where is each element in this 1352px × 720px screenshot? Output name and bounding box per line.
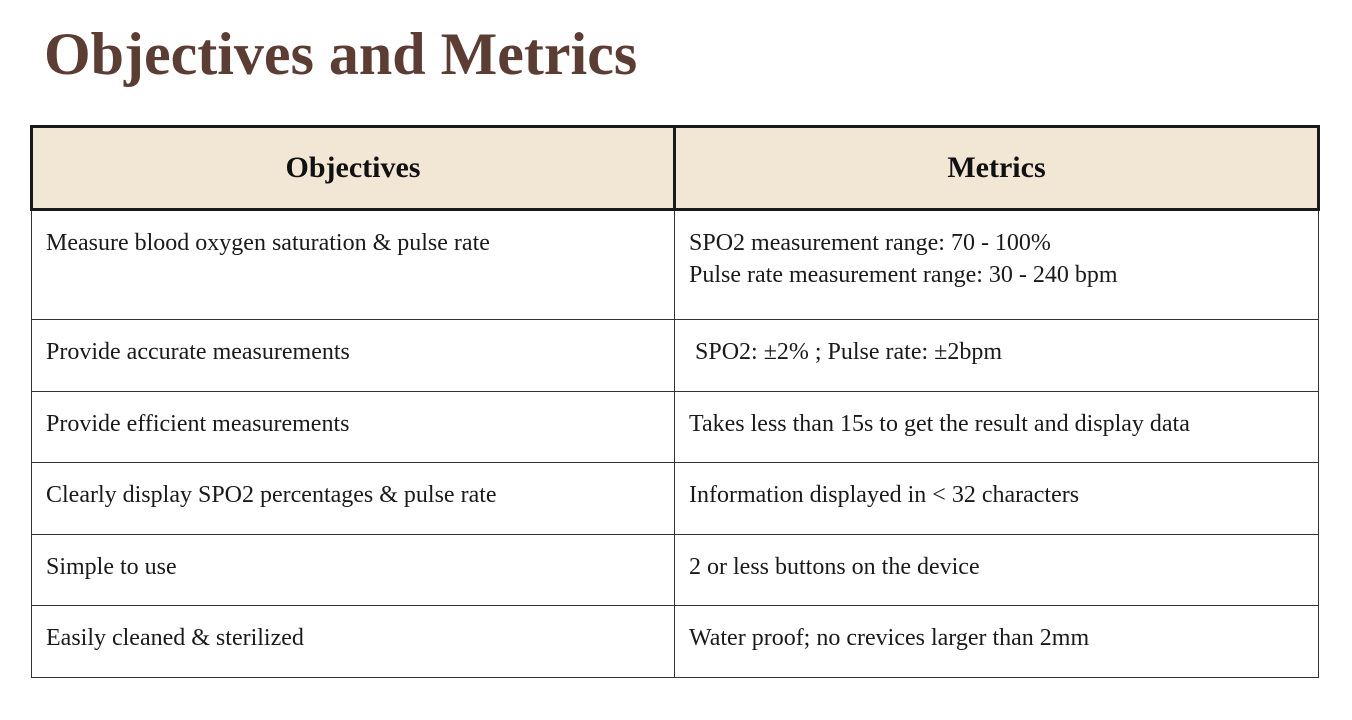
metric-cell: SPO2: ±2% ; Pulse rate: ±2bpm [674, 319, 1319, 392]
objective-cell: Easily cleaned & sterilized [31, 605, 675, 678]
objective-cell: Clearly display SPO2 percentages & pulse… [31, 462, 675, 535]
metric-cell: SPO2 measurement range: 70 - 100% Pulse … [674, 209, 1319, 320]
table-row: Provide accurate measurements SPO2: ±2% … [31, 319, 1319, 392]
metric-line: SPO2 measurement range: 70 - 100% [689, 230, 1051, 256]
table-row: Provide efficient measurements Takes les… [31, 390, 1319, 463]
table-row: Simple to use 2 or less buttons on the d… [31, 533, 1319, 606]
table-row: Easily cleaned & sterilized Water proof;… [31, 605, 1319, 678]
metric-cell: Water proof; no crevices larger than 2mm [674, 605, 1319, 678]
metrics-column-header: Metrics [673, 125, 1320, 211]
metric-line: 2 or less buttons on the device [689, 553, 980, 580]
objectives-metrics-table: Objectives Metrics Measure blood oxygen … [30, 125, 1320, 678]
objective-cell: Measure blood oxygen saturation & pulse … [31, 209, 675, 320]
objective-cell: Simple to use [31, 533, 675, 606]
objective-cell: Provide accurate measurements [31, 319, 675, 392]
table-row: Clearly display SPO2 percentages & pulse… [31, 462, 1319, 535]
metric-cell: Information displayed in < 32 characters [674, 462, 1319, 535]
metric-line: Information displayed in < 32 characters [689, 482, 1080, 508]
metric-cell: Takes less than 15s to get the result an… [674, 390, 1319, 463]
metric-line: Water proof; no crevices larger than 2mm [689, 625, 1090, 651]
objectives-column-header: Objectives [30, 125, 676, 211]
objective-cell: Provide efficient measurements [31, 390, 675, 463]
metric-line: Pulse rate measurement range: 30 - 240 b… [689, 262, 1118, 288]
slide-title: Objectives and Metrics [44, 21, 638, 87]
metric-line: Takes less than 15s to get the result an… [689, 410, 1190, 437]
table-row: Measure blood oxygen saturation & pulse … [31, 209, 1319, 320]
metric-line: SPO2: ±2% ; Pulse rate: ±2bpm [689, 339, 1003, 365]
metric-cell: 2 or less buttons on the device [674, 533, 1319, 606]
table-header-row: Objectives Metrics [30, 125, 1320, 211]
